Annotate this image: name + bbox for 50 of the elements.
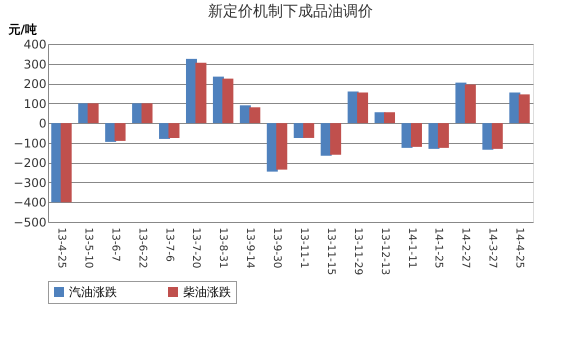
bar bbox=[330, 123, 342, 155]
bar bbox=[410, 123, 422, 147]
bar bbox=[222, 78, 234, 124]
x-tick-label: 13-5-10 bbox=[82, 228, 94, 268]
y-tick-label: −500 bbox=[14, 216, 46, 230]
bar bbox=[438, 123, 449, 148]
x-tick-label: 13-6-22 bbox=[136, 228, 148, 268]
x-tick-label: 13-7-6 bbox=[163, 228, 176, 262]
x-tick-label: 13-11-15 bbox=[324, 228, 337, 276]
bar bbox=[60, 123, 72, 202]
bar bbox=[114, 123, 126, 141]
x-tick-label: 14-2-27 bbox=[460, 228, 472, 268]
x-tick-label: 14-1-11 bbox=[406, 228, 418, 268]
legend-label: 柴油涨跌 bbox=[183, 285, 231, 299]
bar bbox=[142, 103, 153, 124]
y-tick-label: 0 bbox=[38, 116, 46, 131]
bar bbox=[518, 94, 530, 124]
bar bbox=[249, 107, 260, 124]
x-tick-label: 14-4-25 bbox=[514, 228, 526, 268]
x-tick-label: 13-11-29 bbox=[352, 228, 364, 276]
y-tick-label: −400 bbox=[14, 196, 46, 210]
y-tick-label: −300 bbox=[14, 176, 46, 190]
x-tick-label: 13-9-14 bbox=[244, 228, 256, 269]
x-tick-label: 13-6-7 bbox=[109, 228, 122, 262]
x-tick-label: 13-8-31 bbox=[217, 228, 230, 268]
bar bbox=[276, 123, 288, 170]
y-tick-label: 400 bbox=[24, 38, 46, 52]
bar bbox=[384, 112, 396, 124]
x-tick-label: 13-4-25 bbox=[55, 228, 68, 268]
legend-label: 汽油涨跌 bbox=[69, 285, 117, 299]
bar bbox=[464, 84, 476, 124]
bar bbox=[303, 123, 314, 138]
bar bbox=[357, 92, 368, 124]
bar bbox=[88, 103, 99, 124]
y-tick-label: 100 bbox=[24, 96, 46, 111]
bar bbox=[168, 123, 180, 138]
chart-title: 新定价机制下成品油调价 bbox=[208, 2, 373, 20]
x-tick-label: 14-3-27 bbox=[486, 228, 499, 268]
y-tick-label: −100 bbox=[14, 136, 46, 150]
y-tick-label: 200 bbox=[24, 77, 46, 92]
y-tick-label: 300 bbox=[24, 57, 46, 72]
x-tick-label: 13-12-13 bbox=[378, 228, 391, 276]
x-tick-label: 14-1-25 bbox=[432, 228, 445, 268]
y-tick-label: −200 bbox=[14, 156, 46, 170]
bar bbox=[195, 62, 206, 124]
x-tick-label: 13-9-30 bbox=[271, 228, 284, 268]
bar bbox=[492, 123, 503, 149]
x-tick-label: 13-11-1 bbox=[298, 228, 310, 268]
x-tick-label: 13-7-20 bbox=[190, 228, 202, 268]
y-axis-title: 元/吨 bbox=[8, 22, 37, 36]
